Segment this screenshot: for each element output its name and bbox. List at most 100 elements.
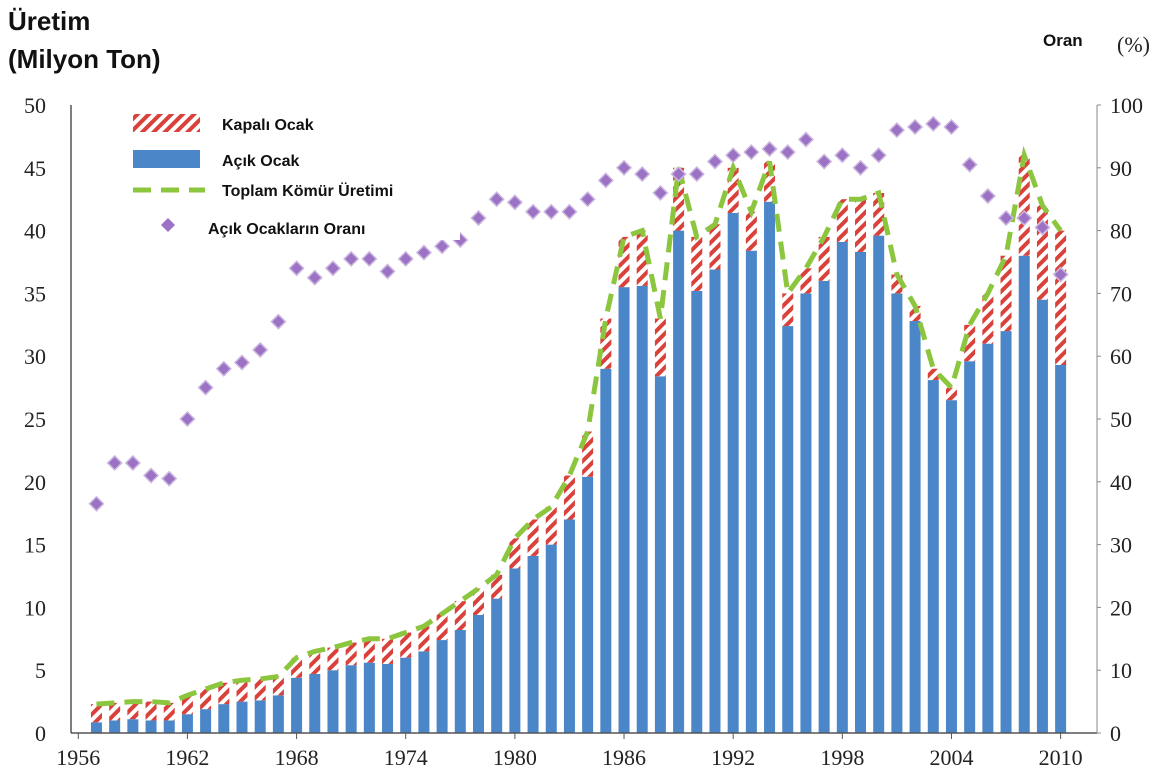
y-tick-label: 45: [24, 156, 46, 181]
bar-segment: [818, 280, 830, 733]
ratio-point: [852, 159, 869, 176]
bar-segment: [527, 555, 539, 733]
bar-segment: [127, 719, 139, 733]
legend-label: Kapalı Ocak: [222, 117, 314, 134]
y2-tick-label: 60: [1110, 344, 1132, 369]
bar-segment: [945, 387, 957, 401]
y-tick-label: 30: [24, 344, 46, 369]
ratio-point: [215, 360, 232, 377]
bar-segment: [673, 167, 685, 231]
ratio-point: [488, 191, 505, 208]
bar-segment: [109, 720, 121, 733]
bar-segment: [127, 701, 139, 720]
ratio-point: [397, 250, 414, 267]
bar-segment: [545, 544, 557, 733]
ratio-point: [543, 203, 560, 220]
y2-tick-label: 10: [1110, 658, 1132, 683]
ratio-point: [688, 166, 705, 183]
bar-segment: [509, 568, 521, 733]
y-tick-label: 5: [35, 658, 46, 683]
ratio-point: [270, 313, 287, 330]
x-tick-label: 2004: [929, 745, 973, 770]
ratio-point: [525, 203, 542, 220]
y2-axis-unit: (%): [1117, 32, 1150, 57]
ratio-point: [597, 172, 614, 189]
ratio-point: [179, 410, 196, 428]
ratio-point: [925, 115, 942, 132]
ratio-point: [1016, 209, 1033, 227]
x-tick-label: 1974: [384, 745, 428, 770]
ratio-point: [979, 187, 996, 205]
bar-segment: [618, 236, 630, 288]
bar-segment: [254, 678, 266, 701]
bar-segment: [673, 230, 685, 733]
x-tick-label: 1962: [165, 745, 209, 770]
bar-segment: [327, 670, 339, 733]
ratio-point: [797, 131, 814, 148]
bar-segment: [1018, 155, 1030, 256]
ratio-point: [106, 454, 123, 472]
bar-segment: [855, 199, 867, 252]
bar-segment: [1055, 230, 1067, 365]
ratio-point: [834, 147, 851, 164]
bar-segment: [764, 201, 776, 733]
bar-segment: [363, 638, 375, 663]
bar-segment: [200, 689, 212, 710]
bar-segment: [563, 519, 575, 733]
x-tick-label: 1956: [56, 745, 100, 770]
ratio-point: [343, 250, 360, 267]
bar-segment: [927, 368, 939, 381]
bar-segment: [418, 651, 430, 733]
ratio-point: [907, 118, 924, 136]
bar-segment: [181, 695, 193, 715]
ratio-point: [561, 203, 578, 220]
y-tick-label: 35: [24, 281, 46, 306]
ratio-point: [634, 166, 651, 183]
ratio-point: [434, 238, 451, 255]
bar-segment: [491, 574, 503, 599]
y-tick-label: 50: [24, 93, 46, 118]
legend-label: Açık Ocak: [222, 153, 299, 170]
bar-segment: [582, 476, 594, 733]
bar-segment: [272, 695, 284, 733]
y2-tick-label: 70: [1110, 281, 1132, 306]
bar-segment: [600, 318, 612, 369]
bar-segment: [163, 702, 175, 721]
bar-segment: [454, 601, 466, 631]
x-tick-label: 1998: [820, 745, 864, 770]
y-tick-label: 40: [24, 219, 46, 244]
ratio-point: [888, 122, 905, 139]
ratio-point: [706, 153, 724, 170]
y2-tick-label: 100: [1110, 93, 1143, 118]
legend-swatch: [133, 114, 200, 132]
bar-segment: [163, 720, 175, 733]
ratio-point: [725, 147, 742, 164]
bar-segment: [800, 268, 812, 294]
ratio-point: [670, 166, 687, 183]
ratio-point: [743, 144, 760, 161]
ratio-point: [324, 260, 342, 277]
y2-tick-label: 50: [1110, 407, 1132, 432]
bar-segment: [782, 326, 794, 733]
bar-segment: [818, 236, 830, 281]
bar-segment: [709, 269, 721, 733]
ratio-point: [88, 495, 105, 512]
bar-segment: [345, 642, 357, 666]
bar-segment: [873, 192, 885, 236]
legend-label: Açık Ocakların Oranı: [208, 221, 365, 238]
bar-segment: [272, 676, 284, 696]
bar-segment: [745, 211, 757, 251]
ratio-point: [197, 379, 214, 396]
y-tick-label: 15: [24, 533, 46, 558]
y2-axis-title: Oran: [1043, 31, 1083, 50]
bar-segment: [363, 662, 375, 733]
ratio-point: [161, 470, 178, 487]
y2-tick-label: 80: [1110, 219, 1132, 244]
ratio-point: [652, 184, 669, 201]
y2-tick-label: 90: [1110, 156, 1132, 181]
bar-segment: [236, 701, 248, 733]
bar-segment: [1036, 205, 1048, 300]
bar-segment: [309, 673, 321, 733]
ratio-point: [943, 118, 960, 136]
bar-segment: [90, 722, 102, 733]
